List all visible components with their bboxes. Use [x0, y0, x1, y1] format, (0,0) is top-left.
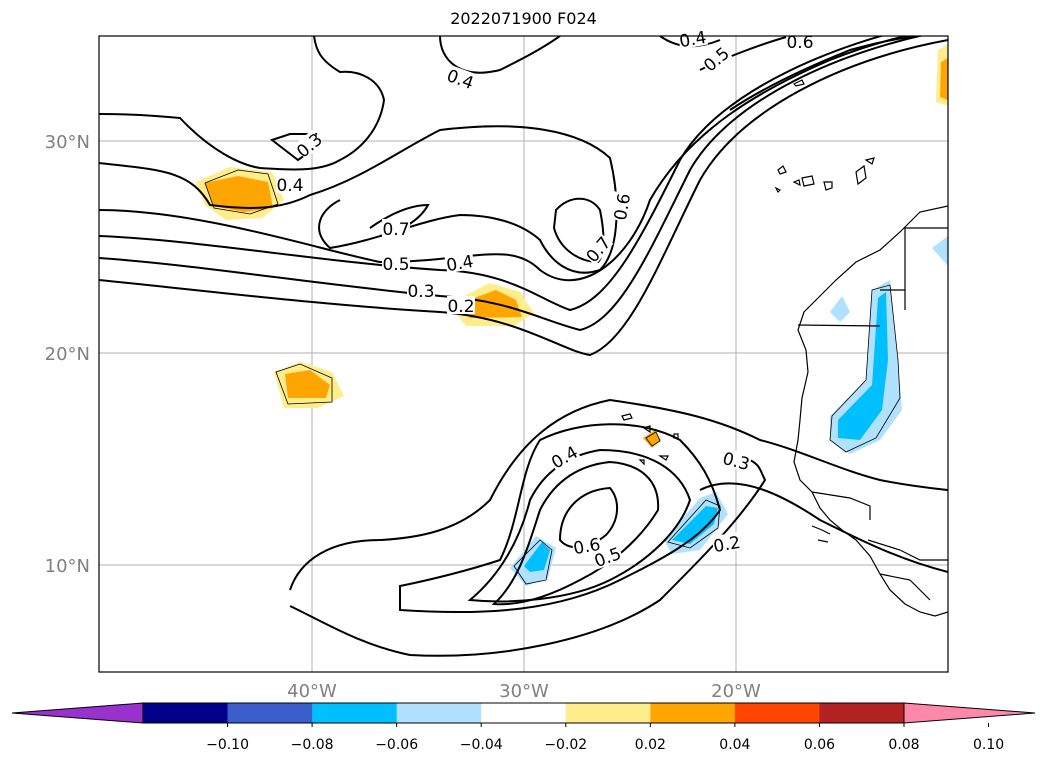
lon-label-30w: 30°W: [499, 681, 549, 702]
contour-0.5-south: [491, 460, 660, 606]
latitude-labels: 30°N 20°N 10°N: [45, 132, 90, 577]
colorbar-segment: [650, 703, 736, 723]
colorbar-segment: [396, 703, 482, 723]
colorbar-tick-label: −0.10: [206, 737, 249, 753]
blue-patch-east: [932, 236, 948, 266]
country-border-5: [879, 573, 931, 601]
contour-0.6-north: [99, 125, 618, 274]
contour-label: 0.6: [611, 192, 635, 222]
patch-outlines: [204, 169, 901, 585]
cape-verde-5: [658, 455, 669, 461]
canary-1: [777, 165, 787, 175]
canary-5: [855, 164, 867, 186]
contour-label: 0.6: [786, 33, 813, 53]
contour-0.2-south-lower: [289, 459, 767, 657]
canary-4: [823, 181, 833, 191]
contour-label: 0.4: [678, 28, 708, 52]
colorbar-segment: [481, 703, 567, 723]
contours: [99, 36, 948, 657]
colorbar-tick-label: 0.08: [888, 737, 919, 753]
country-border-1: [880, 227, 948, 291]
canary-7: [774, 186, 782, 194]
colorbar-frame: [142, 702, 905, 724]
contour-0.4-north: [99, 36, 885, 312]
contour-0.3-right: [699, 482, 948, 573]
contour-label: 0.3: [407, 282, 434, 302]
contour-0.4-nw: [99, 36, 386, 171]
colorbar-tick-label: −0.02: [544, 737, 587, 753]
contour-label: 0.5: [700, 44, 734, 77]
contour-label: 0.7: [382, 220, 409, 240]
orange-patch-4-core: [940, 58, 948, 100]
madeira: [792, 79, 805, 87]
colorbar-segment: [819, 703, 905, 723]
cape-verde-1: [621, 413, 633, 421]
colorbar-extend-high: [903, 702, 1036, 724]
contour-0.2-south: [289, 398, 948, 591]
lon-label-40w: 40°W: [287, 681, 337, 702]
colorbar-tick-label: −0.06: [375, 737, 418, 753]
cape-verde-4: [638, 459, 645, 466]
bijagos: [811, 525, 831, 543]
map-frame: [98, 35, 949, 673]
lon-label-20w: 20°W: [711, 681, 761, 702]
colorbar-extend-low: [11, 702, 144, 724]
contour-0.4-south: [467, 448, 692, 603]
orange-patch-1-core: [205, 176, 273, 212]
colorbar-segment: [565, 703, 651, 723]
blue-patch-mid-core: [672, 506, 718, 544]
country-border-4: [867, 539, 948, 561]
positive-anomaly-patches: [196, 44, 948, 448]
colorbar-tick-label: −0.08: [291, 737, 334, 753]
blue-patch-small: [830, 296, 850, 322]
contour-0.5-north: [99, 36, 910, 282]
map-title: 2022071900 F024: [450, 9, 597, 28]
contour-label: 0.2: [447, 297, 474, 317]
contour-0.5-nne: [439, 36, 561, 74]
colorbar-segment: [143, 703, 229, 723]
lat-label-20n: 20°N: [45, 344, 90, 365]
colorbar-segment: [734, 703, 820, 723]
longitude-labels: 40°W 30°W 20°W: [287, 681, 761, 702]
blue-patch-west-africa-core: [838, 292, 888, 440]
contour-0.3-south: [399, 423, 722, 614]
contour-label: 0.4: [276, 176, 303, 196]
contour-label: 0.4: [445, 252, 475, 276]
contour-0.3-north: [99, 36, 925, 332]
lat-label-10n: 10°N: [45, 556, 90, 577]
canary-6: [864, 157, 875, 165]
blue-patch-sw-core: [524, 542, 550, 572]
colorbar: −0.10 −0.08 −0.06 −0.04 −0.02 0.02 0.04 0.06 0.0…: [11, 702, 1036, 753]
lat-label-30n: 30°N: [45, 132, 90, 153]
colorbar-segment: [227, 703, 313, 723]
orange-patch-5: [643, 430, 661, 448]
orange-patch-3-core: [285, 370, 330, 398]
contour-0.2-north: [99, 39, 948, 357]
canary-2: [792, 179, 801, 187]
colorbar-tick-label: 0.04: [719, 737, 750, 753]
country-border-3: [811, 491, 871, 520]
contour-label: 0.5: [382, 255, 409, 275]
canary-3: [801, 175, 815, 187]
colorbar-segment: [312, 703, 398, 723]
contour-top-3: [729, 36, 927, 111]
colorbar-tick-label: 0.06: [804, 737, 835, 753]
colorbar-tick-label: 0.10: [973, 737, 1004, 753]
colorbar-tick-label: −0.04: [460, 737, 503, 753]
negative-anomaly-patches: [510, 236, 948, 586]
contour-label: 0.4: [548, 443, 581, 474]
contour-label: 0.3: [720, 449, 751, 475]
contour-label: 0.2: [712, 533, 742, 557]
colorbar-tick-label: 0.02: [635, 737, 666, 753]
